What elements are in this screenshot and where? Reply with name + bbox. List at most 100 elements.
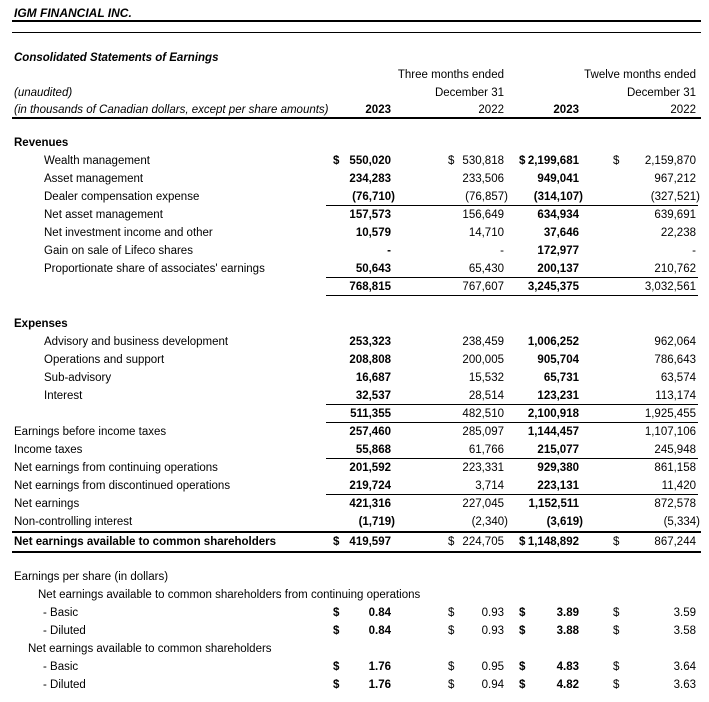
table-row: Net earnings available to common shareho… xyxy=(0,531,709,553)
cell-value: 238,459 xyxy=(462,336,504,348)
currency-symbol: $ xyxy=(448,155,455,167)
cell-3mo-2023: (76,710) xyxy=(333,191,395,205)
column-group-title-3mo: Three months ended xyxy=(397,69,504,81)
units-note: (in thousands of Canadian dollars, excep… xyxy=(14,104,329,116)
cell-value: 3.58 xyxy=(673,625,696,637)
cell-value: 55,868 xyxy=(355,444,391,456)
cell-12mo-2022: $3.58 xyxy=(613,625,696,639)
table-row: Expenses xyxy=(0,315,709,333)
cell-value: (314,107) xyxy=(533,191,583,203)
cell-value: (76,857) xyxy=(465,191,508,203)
row-label: Income taxes xyxy=(14,444,83,456)
currency-symbol: $ xyxy=(519,155,526,167)
cell-value: - xyxy=(692,245,696,257)
cell-value: 28,514 xyxy=(468,390,504,402)
cell-value: (2,340) xyxy=(471,516,508,528)
column-header-rule xyxy=(12,117,701,119)
cell-12mo-2023: $4.82 xyxy=(519,679,579,693)
cell-3mo-2022: 233,506 xyxy=(448,173,504,187)
cell-value: 4.82 xyxy=(556,679,579,691)
table-row: Dealer compensation expense (76,710) (76,8… xyxy=(0,188,709,206)
table-row: 768,815 767,607 3,245,375 3,032,561 xyxy=(0,278,709,296)
cell-3mo-2023: 10,579 xyxy=(333,227,391,241)
cell-value: 208,808 xyxy=(349,354,391,366)
cell-12mo-2023: (314,107) xyxy=(519,191,583,205)
currency-symbol: $ xyxy=(613,155,620,167)
cell-12mo-2022: $867,244 xyxy=(613,536,696,550)
currency-symbol: $ xyxy=(613,679,620,691)
row-label: Net earnings available to common shareho… xyxy=(14,536,277,548)
cell-12mo-2023: $2,199,681 xyxy=(519,155,579,169)
currency-symbol: $ xyxy=(519,536,526,548)
currency-symbol: $ xyxy=(333,536,340,548)
cell-value: 419,597 xyxy=(349,536,391,548)
cell-3mo-2022: $0.95 xyxy=(448,661,504,675)
currency-symbol: $ xyxy=(333,679,340,691)
cell-value: (76,710) xyxy=(352,191,395,203)
row-label: Net earnings from discontinued operation… xyxy=(14,480,231,492)
cell-value: 3,714 xyxy=(475,480,504,492)
cell-3mo-2023: $419,597 xyxy=(333,536,391,550)
cell-3mo-2022: 200,005 xyxy=(448,354,504,368)
currency-symbol: $ xyxy=(333,625,340,637)
cell-12mo-2023: 1,006,252 xyxy=(519,336,579,350)
cell-value: 949,041 xyxy=(537,173,579,185)
currency-symbol: $ xyxy=(613,607,620,619)
cell-value: 4.83 xyxy=(556,661,579,673)
cell-value: 530,818 xyxy=(462,155,504,167)
cell-12mo-2022: 1,107,106 xyxy=(613,426,696,440)
cell-value: 37,646 xyxy=(543,227,579,239)
cell-value: 22,238 xyxy=(660,227,696,239)
cell-3mo-2023: 32,537 xyxy=(333,390,391,404)
currency-symbol: $ xyxy=(333,155,340,167)
cell-12mo-2022: 11,420 xyxy=(613,480,696,494)
cell-value: 16,687 xyxy=(355,372,391,384)
cell-3mo-2022: 28,514 xyxy=(448,390,504,404)
row-label: Interest xyxy=(44,390,83,402)
cell-value: 967,212 xyxy=(654,173,696,185)
cell-12mo-2022: 245,948 xyxy=(613,444,696,458)
cell-3mo-2023: 157,573 xyxy=(333,209,391,223)
table-row: - Diluted $1.76 $0.94 $4.82 $3.63 xyxy=(0,676,709,694)
cell-12mo-2022: 962,064 xyxy=(613,336,696,350)
table-row: - Basic $0.84 $0.93 $3.89 $3.59 xyxy=(0,604,709,622)
row-label: Non-controlling interest xyxy=(14,516,133,528)
cell-3mo-2022: (2,340) xyxy=(448,516,508,530)
cell-3mo-2023: 55,868 xyxy=(333,444,391,458)
cell-12mo-2023: (3,619) xyxy=(519,516,583,530)
statement-title: Consolidated Statements of Earnings xyxy=(14,52,219,64)
cell-3mo-2022: 238,459 xyxy=(448,336,504,350)
cell-value: 634,934 xyxy=(537,209,579,221)
cell-value: 3.88 xyxy=(556,625,579,637)
cell-value: 32,537 xyxy=(355,390,391,402)
table-row: Net asset management 157,573 156,649 634,93… xyxy=(0,206,709,224)
table-row: Interest 32,537 28,514 123,231 113,174 xyxy=(0,387,709,405)
cell-3mo-2022: 223,331 xyxy=(448,462,504,476)
table-row: Wealth management $550,020 $530,818 $2,199,… xyxy=(0,152,709,170)
row-label: Net asset management xyxy=(44,209,163,221)
cell-value: 767,607 xyxy=(462,281,504,293)
cell-value: 872,578 xyxy=(654,498,696,510)
cell-12mo-2023: $1,148,892 xyxy=(519,536,579,550)
cell-value: 227,045 xyxy=(462,498,504,510)
cell-12mo-2023: 223,131 xyxy=(519,480,579,494)
currency-symbol: $ xyxy=(448,536,455,548)
cell-value: 2,159,870 xyxy=(644,155,696,167)
cell-value: 3,245,375 xyxy=(527,281,579,293)
cell-3mo-2023: 257,460 xyxy=(333,426,391,440)
cell-value: 219,724 xyxy=(349,480,391,492)
cell-3mo-2023: 768,815 xyxy=(333,281,391,295)
year-header-12mo-2023: 2023 xyxy=(553,104,579,116)
cell-12mo-2023: 65,731 xyxy=(519,372,579,386)
cell-3mo-2022: $0.93 xyxy=(448,607,504,621)
cell-3mo-2022: 15,532 xyxy=(448,372,504,386)
cell-value: 223,131 xyxy=(537,480,579,492)
column-group-date-12mo: December 31 xyxy=(626,87,696,99)
cell-value: 285,097 xyxy=(462,426,504,438)
cell-12mo-2022: - xyxy=(613,245,696,259)
cell-value: 2,100,918 xyxy=(527,408,579,420)
cell-3mo-2022: 285,097 xyxy=(448,426,504,440)
cell-3mo-2022: 61,766 xyxy=(448,444,504,458)
cell-value: 14,710 xyxy=(468,227,504,239)
cell-12mo-2022: 872,578 xyxy=(613,498,696,512)
